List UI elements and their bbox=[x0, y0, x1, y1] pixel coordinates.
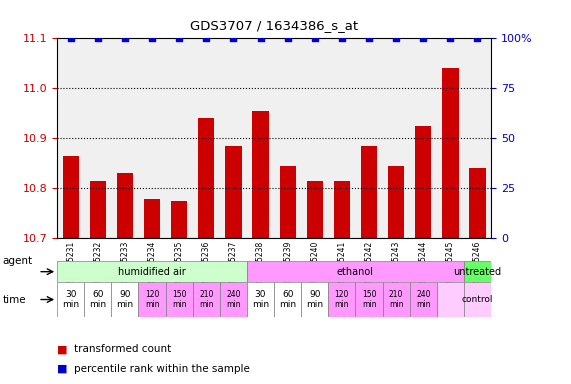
Text: 150
min: 150 min bbox=[362, 290, 376, 309]
Point bbox=[256, 35, 265, 41]
Text: control: control bbox=[462, 295, 493, 304]
FancyBboxPatch shape bbox=[111, 282, 138, 317]
FancyBboxPatch shape bbox=[192, 282, 220, 317]
Text: 60
min: 60 min bbox=[89, 290, 106, 309]
Bar bbox=[469, 168, 485, 238]
Text: 30
min: 30 min bbox=[252, 290, 269, 309]
Bar bbox=[90, 180, 106, 238]
FancyBboxPatch shape bbox=[85, 282, 111, 317]
FancyBboxPatch shape bbox=[301, 282, 328, 317]
FancyBboxPatch shape bbox=[57, 282, 85, 317]
Bar bbox=[442, 68, 459, 238]
FancyBboxPatch shape bbox=[355, 282, 383, 317]
Point bbox=[175, 35, 184, 41]
Text: GDS3707 / 1634386_s_at: GDS3707 / 1634386_s_at bbox=[190, 19, 358, 32]
Bar bbox=[307, 180, 323, 238]
Bar bbox=[63, 156, 79, 238]
Text: agent: agent bbox=[3, 256, 33, 266]
Text: ■: ■ bbox=[57, 364, 67, 374]
FancyBboxPatch shape bbox=[437, 282, 464, 317]
Point bbox=[392, 35, 401, 41]
Bar bbox=[225, 146, 242, 238]
FancyBboxPatch shape bbox=[274, 282, 301, 317]
Text: 240
min: 240 min bbox=[416, 290, 431, 309]
FancyBboxPatch shape bbox=[383, 282, 410, 317]
Bar bbox=[144, 199, 160, 238]
Bar bbox=[116, 173, 133, 238]
Point bbox=[66, 35, 75, 41]
Text: 60
min: 60 min bbox=[279, 290, 296, 309]
Bar bbox=[415, 126, 432, 238]
Text: ■: ■ bbox=[57, 344, 67, 354]
Text: time: time bbox=[3, 295, 26, 305]
Point bbox=[473, 35, 482, 41]
Text: 210
min: 210 min bbox=[389, 290, 403, 309]
Text: 210
min: 210 min bbox=[199, 290, 214, 309]
Text: 240
min: 240 min bbox=[226, 290, 240, 309]
Point bbox=[93, 35, 102, 41]
Point bbox=[337, 35, 347, 41]
Point bbox=[283, 35, 292, 41]
Text: percentile rank within the sample: percentile rank within the sample bbox=[74, 364, 250, 374]
Bar bbox=[252, 111, 269, 238]
Bar bbox=[333, 180, 350, 238]
Text: transformed count: transformed count bbox=[74, 344, 171, 354]
Text: untreated: untreated bbox=[453, 266, 501, 277]
Text: 30
min: 30 min bbox=[62, 290, 79, 309]
FancyBboxPatch shape bbox=[166, 282, 192, 317]
Point bbox=[120, 35, 130, 41]
FancyBboxPatch shape bbox=[328, 282, 355, 317]
Point bbox=[310, 35, 319, 41]
Point bbox=[419, 35, 428, 41]
FancyBboxPatch shape bbox=[57, 261, 247, 282]
Point bbox=[364, 35, 373, 41]
FancyBboxPatch shape bbox=[464, 261, 491, 282]
FancyBboxPatch shape bbox=[247, 261, 464, 282]
FancyBboxPatch shape bbox=[247, 282, 274, 317]
Bar bbox=[280, 166, 296, 238]
FancyBboxPatch shape bbox=[464, 282, 491, 317]
Text: 120
min: 120 min bbox=[145, 290, 159, 309]
Text: humidified air: humidified air bbox=[118, 266, 186, 277]
Point bbox=[446, 35, 455, 41]
FancyBboxPatch shape bbox=[410, 282, 437, 317]
FancyBboxPatch shape bbox=[138, 282, 166, 317]
Point bbox=[147, 35, 156, 41]
Bar bbox=[388, 166, 404, 238]
Text: 90
min: 90 min bbox=[116, 290, 134, 309]
Point bbox=[229, 35, 238, 41]
Bar bbox=[198, 118, 215, 238]
Text: 120
min: 120 min bbox=[335, 290, 349, 309]
Text: 150
min: 150 min bbox=[172, 290, 186, 309]
Bar bbox=[171, 200, 187, 238]
Bar bbox=[361, 146, 377, 238]
Text: ethanol: ethanol bbox=[337, 266, 374, 277]
FancyBboxPatch shape bbox=[220, 282, 247, 317]
Text: 90
min: 90 min bbox=[306, 290, 323, 309]
Point bbox=[202, 35, 211, 41]
